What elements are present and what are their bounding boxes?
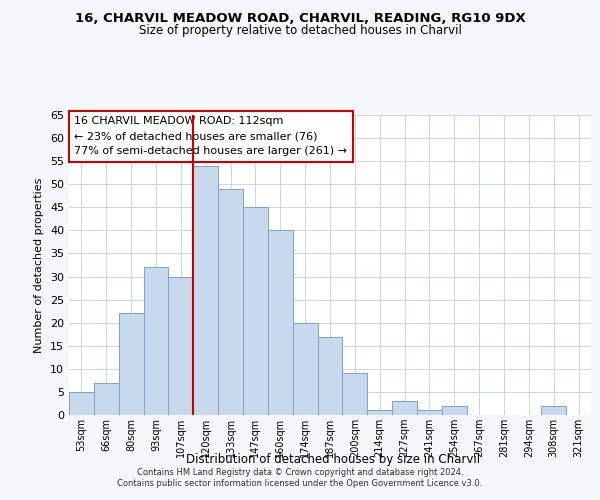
Bar (94, 382, 119, 415)
Bar (541, 406, 566, 415)
Bar (119, 314, 143, 415)
Bar (367, 410, 392, 415)
Y-axis label: Number of detached properties: Number of detached properties (34, 178, 44, 352)
Bar (442, 406, 467, 415)
Bar (293, 322, 317, 415)
Text: 16, CHARVIL MEADOW ROAD, CHARVIL, READING, RG10 9DX: 16, CHARVIL MEADOW ROAD, CHARVIL, READIN… (74, 12, 526, 26)
Bar (317, 336, 343, 415)
Text: Contains HM Land Registry data © Crown copyright and database right 2024.
Contai: Contains HM Land Registry data © Crown c… (118, 468, 482, 487)
Bar (169, 276, 193, 415)
Bar (392, 401, 417, 415)
Bar (243, 208, 268, 415)
Bar (193, 166, 218, 415)
Bar (417, 410, 442, 415)
Text: Distribution of detached houses by size in Charvil: Distribution of detached houses by size … (186, 452, 480, 466)
Bar (143, 268, 169, 415)
Bar (343, 374, 367, 415)
Text: 16 CHARVIL MEADOW ROAD: 112sqm
← 23% of detached houses are smaller (76)
77% of : 16 CHARVIL MEADOW ROAD: 112sqm ← 23% of … (74, 116, 347, 156)
Bar (69, 392, 94, 415)
Bar (268, 230, 293, 415)
Text: Size of property relative to detached houses in Charvil: Size of property relative to detached ho… (139, 24, 461, 37)
Bar (218, 189, 243, 415)
